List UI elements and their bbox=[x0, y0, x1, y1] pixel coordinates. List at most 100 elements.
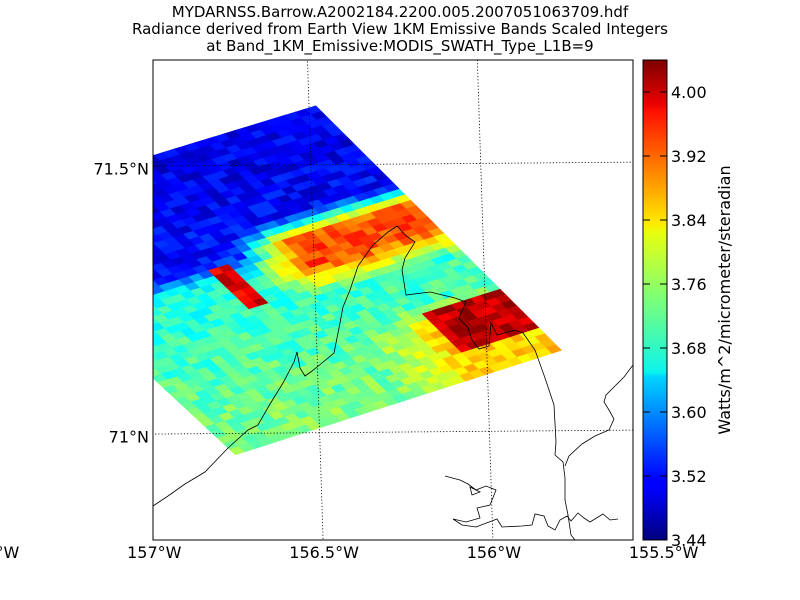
swath-pixel bbox=[108, 321, 124, 330]
swath-pixel bbox=[109, 210, 125, 219]
swath-pixel bbox=[110, 261, 126, 270]
swath-pixel bbox=[26, 257, 42, 266]
swath-pixel bbox=[108, 284, 124, 293]
swath-pixel bbox=[131, 218, 147, 227]
swath-pixel bbox=[124, 323, 140, 332]
swath-pixel bbox=[66, 245, 82, 254]
swath-pixel bbox=[116, 267, 132, 276]
swath-pixel bbox=[98, 250, 114, 259]
swath-pixel bbox=[33, 226, 49, 235]
swath-pixel bbox=[31, 212, 47, 221]
swath-pixel bbox=[23, 192, 39, 201]
swath-pixel bbox=[88, 290, 104, 299]
swath-pixel bbox=[83, 211, 99, 220]
swath-pixel bbox=[69, 222, 85, 231]
swath-pixel bbox=[76, 279, 92, 288]
swath-pixel bbox=[56, 248, 72, 257]
radiance-swath bbox=[0, 105, 563, 456]
swath-pixel bbox=[129, 204, 145, 213]
swath-pixel bbox=[54, 271, 70, 280]
swath-pixel bbox=[95, 185, 111, 194]
swath-pixel bbox=[64, 268, 80, 277]
swath-pixel bbox=[90, 304, 106, 313]
swath-pixel bbox=[153, 242, 155, 244]
swath-pixel bbox=[19, 238, 35, 247]
swath-pixel bbox=[25, 206, 41, 215]
swath-pixel bbox=[116, 304, 132, 313]
swath-pixel bbox=[136, 224, 152, 233]
swath-pixel bbox=[21, 252, 37, 261]
swath-pixel bbox=[128, 278, 144, 287]
swath-pixel bbox=[92, 282, 108, 291]
swath-pixel bbox=[55, 197, 71, 206]
swath-pixel bbox=[89, 216, 105, 225]
swath-pixel bbox=[87, 202, 103, 211]
parallel-line bbox=[153, 429, 633, 435]
swath-pixel bbox=[100, 301, 116, 310]
swath-pixel bbox=[104, 293, 120, 302]
swath-pixel bbox=[0, 224, 7, 233]
swath-pixel bbox=[63, 217, 79, 226]
swath-pixel bbox=[122, 309, 138, 318]
swath-pixel bbox=[47, 214, 63, 223]
x-tick-label: 155.5°W bbox=[629, 543, 699, 562]
swath-pixel bbox=[45, 237, 61, 246]
swath-pixel bbox=[115, 216, 131, 225]
swath-pixel bbox=[80, 307, 96, 316]
swath-pixel bbox=[106, 270, 122, 279]
swath-pixel bbox=[37, 217, 53, 226]
meridian-line bbox=[307, 60, 324, 540]
swath-pixel bbox=[94, 296, 110, 305]
colorbar-gradient bbox=[642, 59, 668, 541]
swath-pixel bbox=[0, 230, 13, 239]
swath-pixel bbox=[135, 209, 151, 218]
swath-pixel bbox=[102, 315, 118, 324]
swath-pixel bbox=[105, 182, 121, 191]
swath-pixel bbox=[153, 279, 154, 281]
colorbar-tick-label: 3.76 bbox=[671, 275, 707, 294]
coastline-east-bay bbox=[564, 364, 633, 467]
swath-pixel bbox=[120, 295, 136, 304]
swath-pixel bbox=[127, 190, 143, 199]
swath-pixel bbox=[153, 353, 155, 355]
swath-pixel bbox=[0, 201, 9, 210]
y-tick-label: 71°N bbox=[109, 427, 149, 446]
swath-pixel bbox=[126, 227, 142, 236]
swath-pixel bbox=[80, 270, 96, 279]
swath-pixel bbox=[121, 221, 137, 230]
swath-pixel bbox=[57, 211, 73, 220]
swath-pixel bbox=[49, 228, 65, 237]
chart-title-line-2: Radiance derived from Earth View 1KM Emi… bbox=[132, 20, 668, 38]
swath-pixel bbox=[61, 203, 77, 212]
swath-pixel bbox=[7, 227, 23, 236]
swath-pixel bbox=[95, 222, 111, 231]
swath-pixel bbox=[1, 221, 17, 230]
swath-pixel bbox=[136, 298, 152, 307]
swath-pixel bbox=[111, 224, 127, 233]
swath-pixel bbox=[43, 186, 59, 195]
swath-pixel bbox=[29, 235, 45, 244]
swath-pixel bbox=[0, 210, 5, 219]
swath-pixel bbox=[101, 227, 117, 236]
swath-pixel bbox=[102, 278, 118, 287]
swath-pixel bbox=[130, 292, 146, 301]
swath-pixel bbox=[101, 190, 117, 199]
swath-pixel bbox=[74, 177, 90, 186]
swath-pixel bbox=[126, 264, 142, 273]
swath-pixel bbox=[90, 179, 106, 188]
swath-pixel bbox=[71, 236, 87, 245]
swath-pixel bbox=[120, 258, 136, 267]
x-tick-label: 156.5°W bbox=[289, 543, 359, 562]
swath-pixel bbox=[99, 213, 115, 222]
swath-pixel bbox=[79, 219, 95, 228]
x-tick-label: 157°W bbox=[127, 543, 182, 562]
colorbar-tick-label: 3.92 bbox=[671, 147, 707, 166]
swath-pixel bbox=[124, 286, 140, 295]
swath-pixel bbox=[67, 208, 83, 217]
swath-pixel bbox=[118, 318, 134, 327]
swath-pixel bbox=[136, 261, 152, 270]
swath-pixel bbox=[35, 240, 51, 249]
swath-pixel bbox=[0, 215, 11, 224]
swath-pixel bbox=[74, 302, 90, 311]
swath-pixel bbox=[0, 207, 15, 216]
